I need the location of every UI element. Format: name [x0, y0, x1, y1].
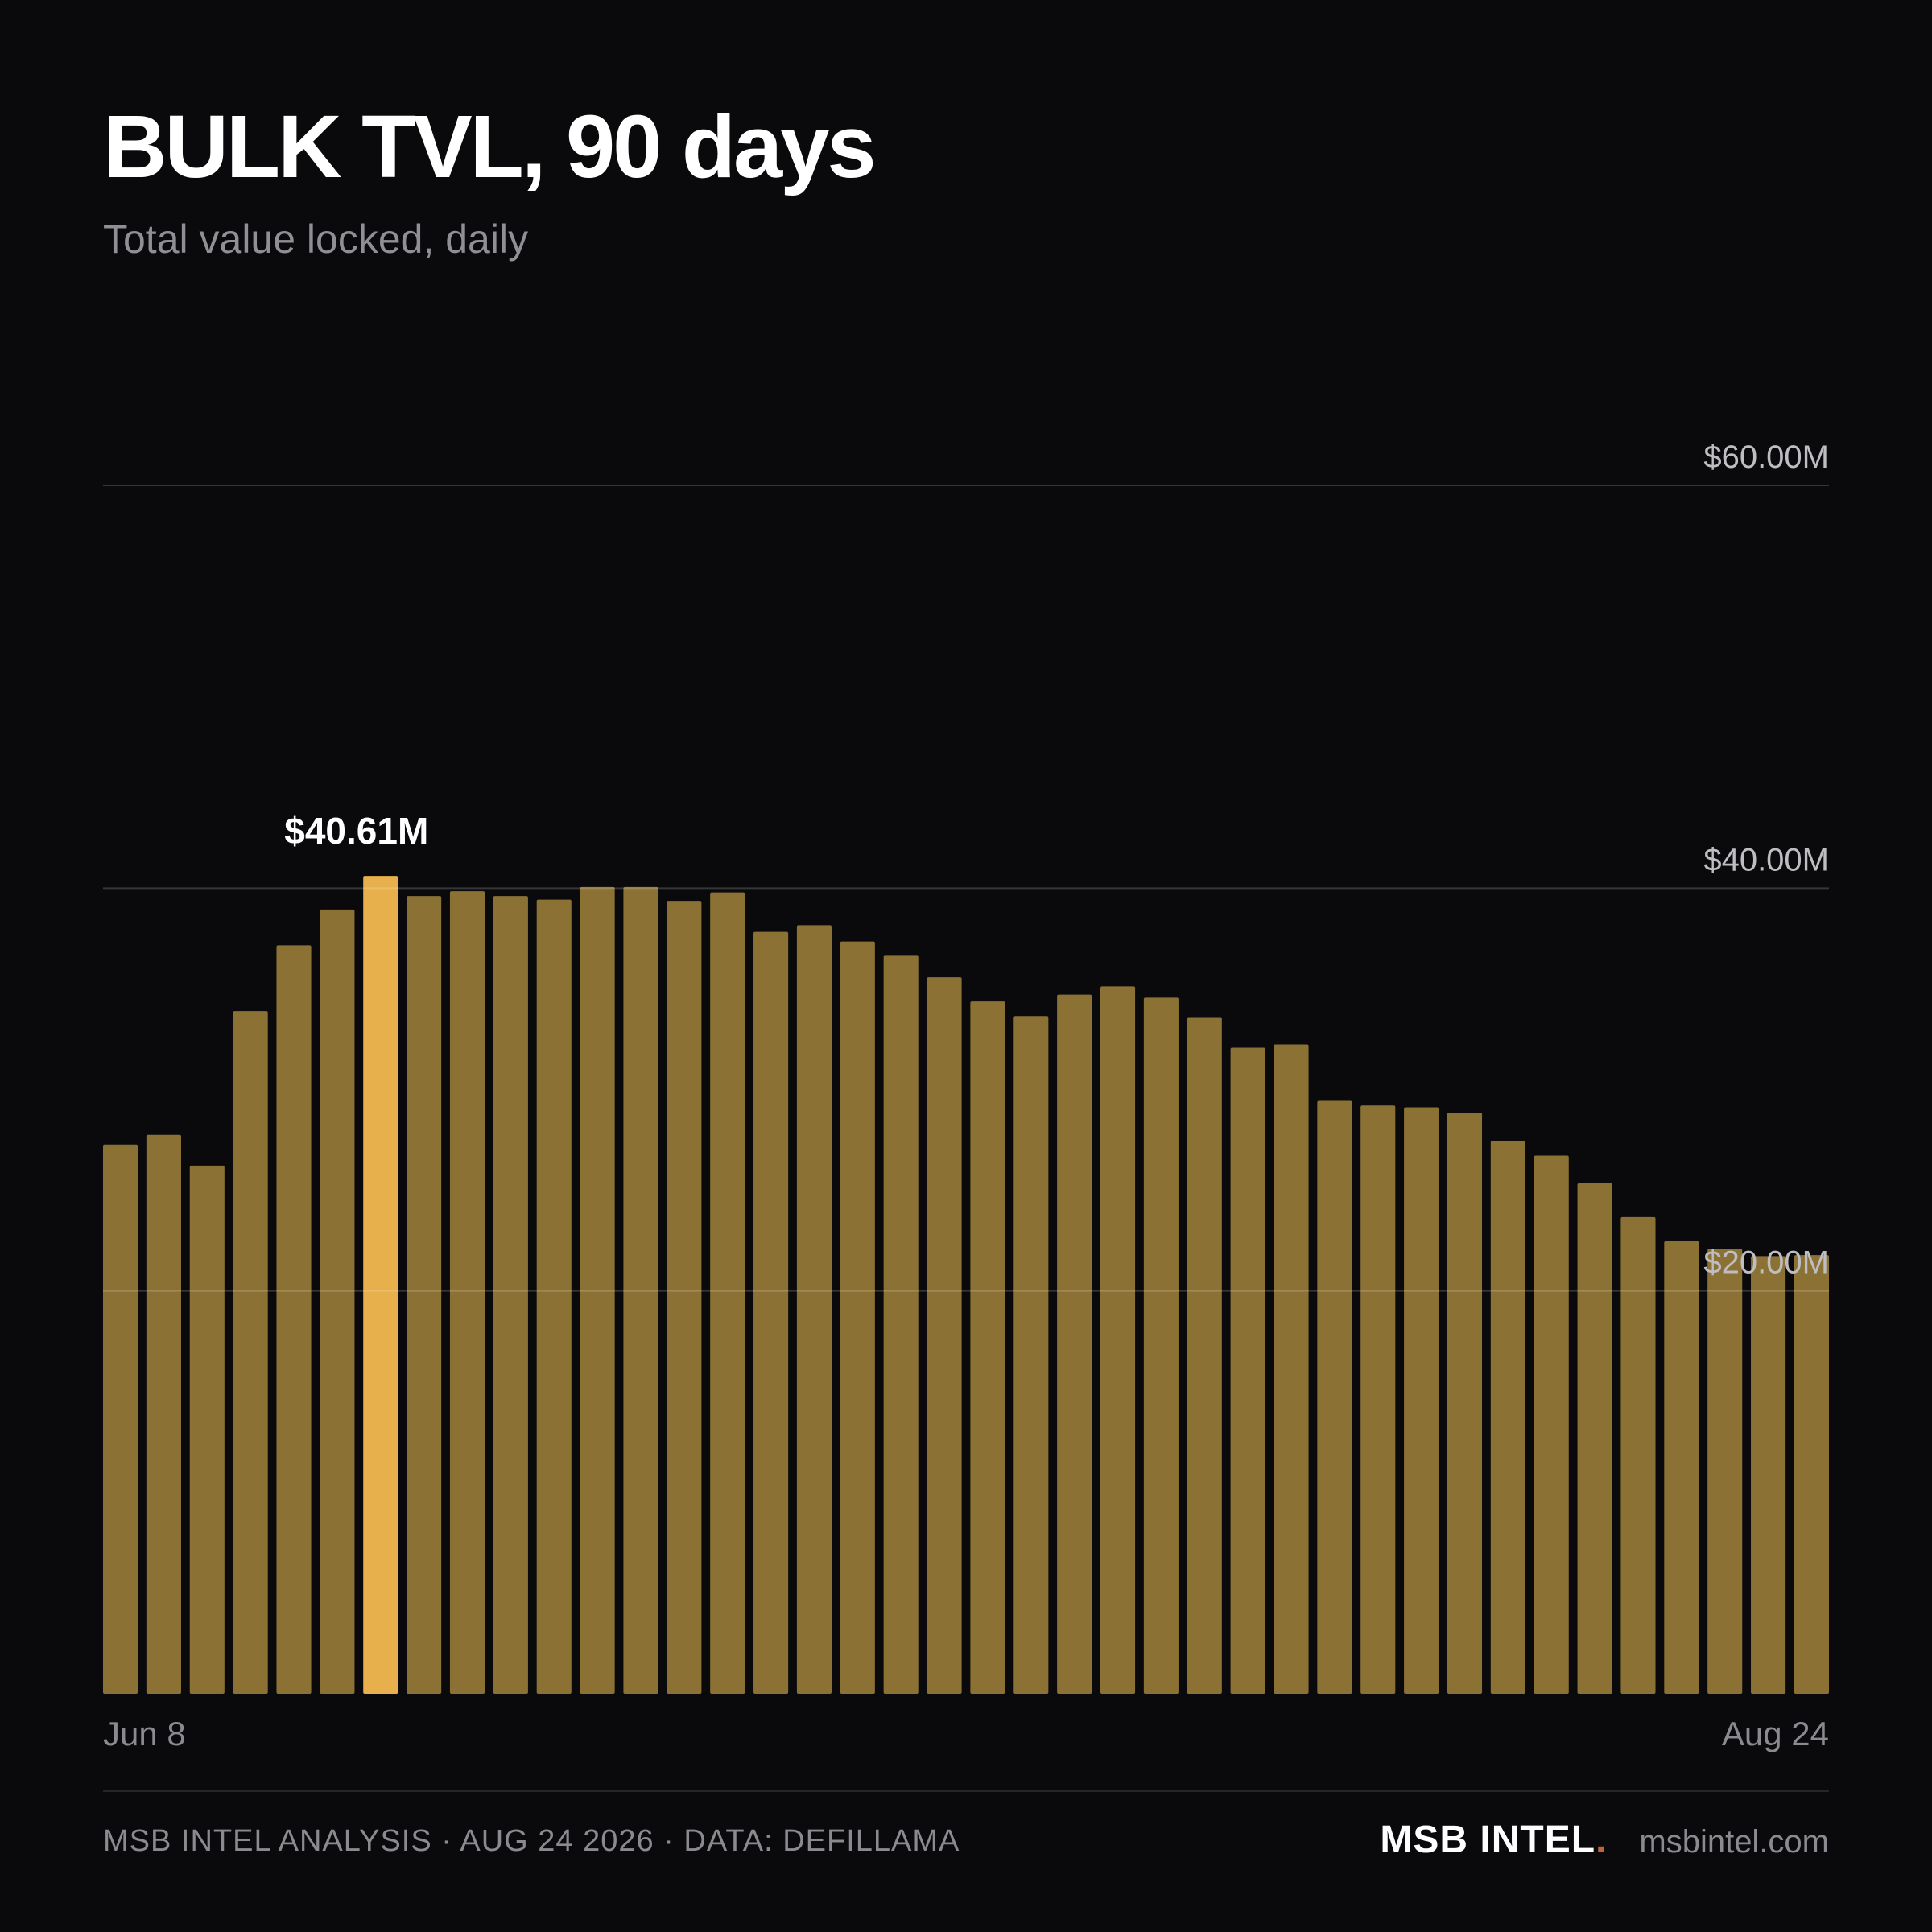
- bar: [1707, 1249, 1743, 1694]
- bar: [1664, 1241, 1699, 1694]
- bar: [667, 901, 702, 1694]
- y-tick-label: $40.00M: [1703, 842, 1829, 877]
- bar: [320, 909, 355, 1694]
- brand-name-text: MSB INTEL: [1380, 1818, 1596, 1861]
- bar: [1100, 986, 1136, 1694]
- bar: [753, 931, 789, 1694]
- bar: [1577, 1183, 1612, 1694]
- bar: [1013, 1016, 1049, 1694]
- x-tick-label-start: Jun 8: [103, 1715, 186, 1752]
- bar: [407, 896, 442, 1694]
- highlight-value-label: $40.61M: [284, 810, 428, 852]
- x-tick-label-end: Aug 24: [1722, 1715, 1829, 1752]
- bar: [276, 945, 312, 1694]
- brand-dot: .: [1596, 1818, 1608, 1861]
- bar: [493, 896, 528, 1694]
- chart-title: BULK TVL, 90 days: [103, 97, 877, 196]
- brand-block: MSB INTEL. msbintel.com: [1380, 1818, 1829, 1862]
- y-tick-label: $60.00M: [1703, 440, 1829, 475]
- bar: [883, 955, 919, 1694]
- bar: [1751, 1256, 1786, 1694]
- bar: [189, 1165, 225, 1694]
- bar-highlight: [363, 876, 398, 1694]
- bar: [796, 925, 832, 1694]
- bar: [580, 886, 615, 1694]
- bar: [710, 892, 745, 1694]
- bar: [1143, 997, 1179, 1694]
- bar: [449, 891, 485, 1694]
- bar: [1620, 1216, 1656, 1694]
- bar: [1317, 1100, 1352, 1694]
- bar: [623, 886, 658, 1694]
- bar: [1274, 1044, 1309, 1694]
- bar: [1187, 1017, 1222, 1694]
- bar: [1794, 1255, 1829, 1694]
- bar: [233, 1011, 268, 1694]
- brand-logo: MSB INTEL.: [1380, 1818, 1607, 1862]
- footer-credit: MSB INTEL ANALYSIS · AUG 24 2026 · DATA:…: [103, 1824, 960, 1858]
- chart-subtitle: Total value locked, daily: [103, 217, 529, 262]
- bar: [840, 941, 875, 1694]
- bar: [536, 899, 572, 1694]
- y-tick-label: $20.00M: [1703, 1245, 1829, 1281]
- bar: [1490, 1141, 1525, 1694]
- labels-group: $20.00M $40.00M $60.00M $40.61M Jun 8 Aug 24: [103, 440, 1829, 1752]
- bar: [1404, 1107, 1439, 1694]
- brand-url: msbintel.com: [1639, 1824, 1829, 1860]
- bars-group: [103, 876, 1829, 1694]
- bar: [970, 1001, 1005, 1694]
- bar: [1230, 1047, 1265, 1694]
- bar: [103, 1144, 138, 1694]
- bar: [1447, 1113, 1483, 1694]
- bar: [1057, 994, 1092, 1694]
- bar: [927, 977, 962, 1694]
- footer-divider: [103, 1790, 1829, 1792]
- bar: [1360, 1105, 1396, 1694]
- bar: [1534, 1155, 1569, 1694]
- gridlines-group: [103, 485, 1829, 1292]
- bar: [146, 1134, 181, 1694]
